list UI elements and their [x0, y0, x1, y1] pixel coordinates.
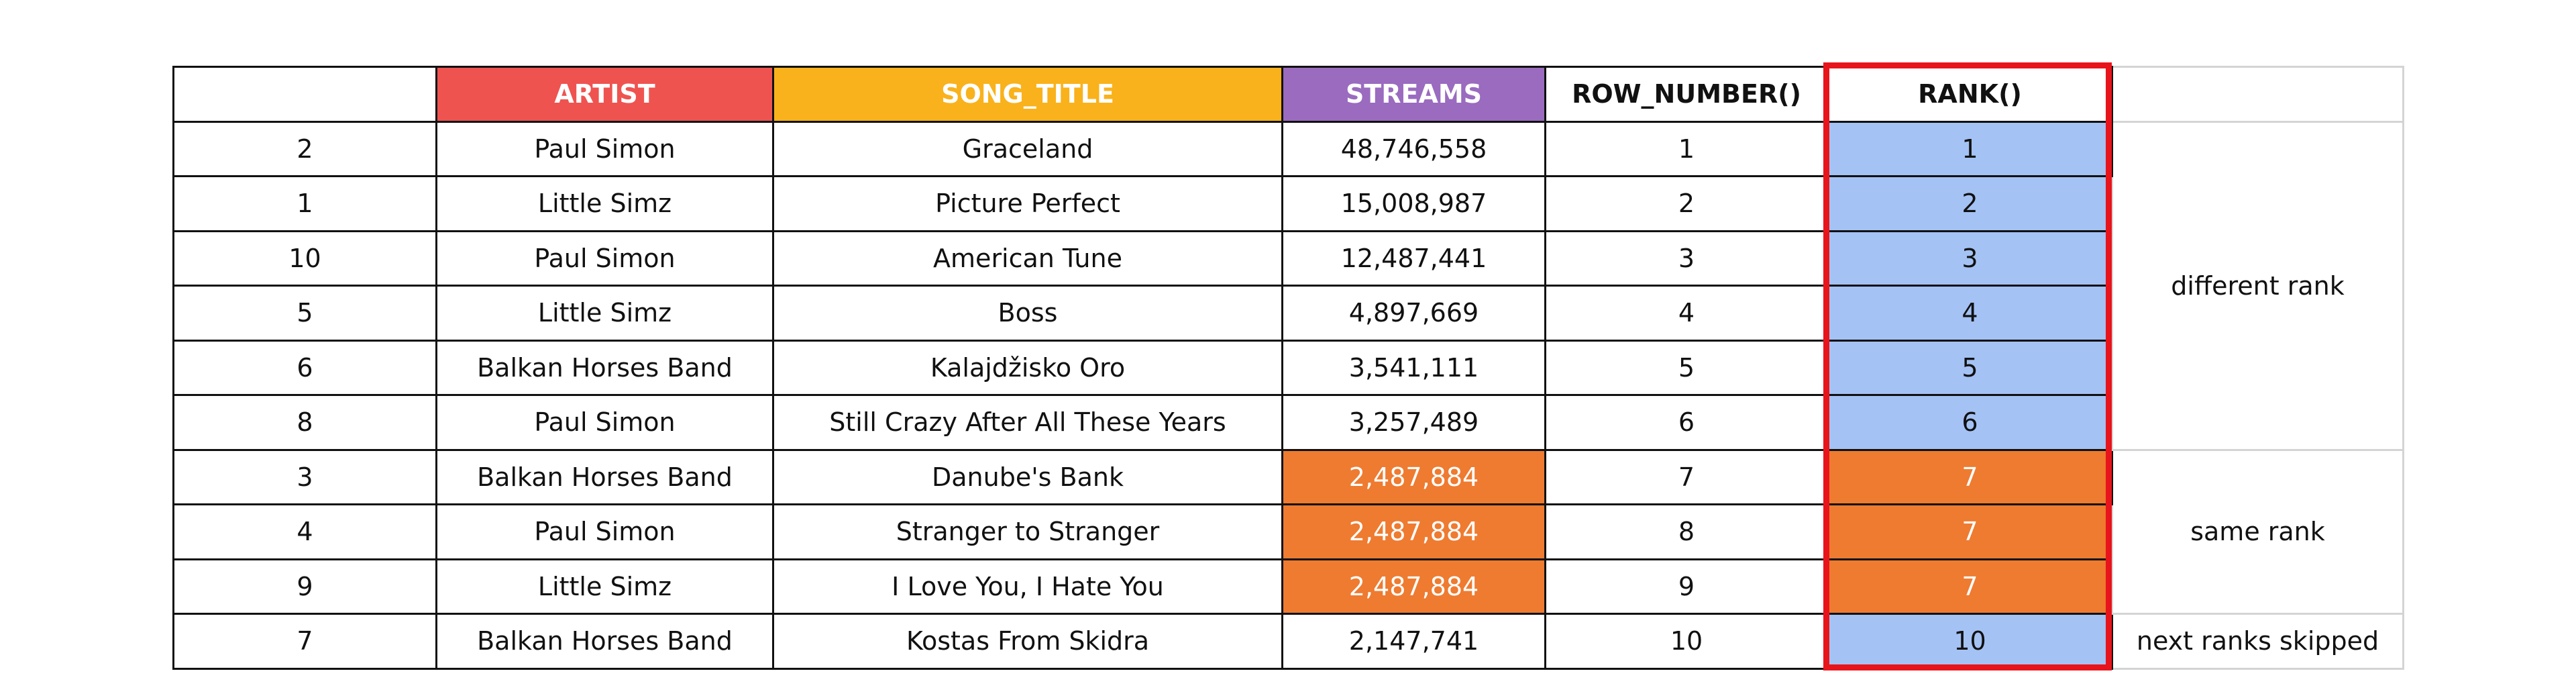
rank-table: ARTIST SONG_TITLE STREAMS ROW_NUMBER() RANK(…: [172, 66, 2404, 670]
row-id: 3: [172, 448, 437, 505]
rank: 7: [1827, 503, 2113, 560]
header-cell: RANK(): [1827, 66, 2113, 123]
data-row: 5 Little Simz Boss 4,897,669 4 4: [172, 285, 2404, 342]
row-number: 7: [1544, 448, 1829, 505]
song-title: Boss: [772, 285, 1283, 342]
header-cell: ARTIST: [435, 66, 774, 123]
song-title: Stranger to Stranger: [772, 503, 1283, 560]
streams: 2,487,884: [1281, 448, 1546, 505]
row-id: 2: [172, 120, 437, 177]
song-title: Still Crazy After All These Years: [772, 394, 1283, 451]
row-id: 6: [172, 339, 437, 396]
row-id: 5: [172, 285, 437, 342]
streams: 15,008,987: [1281, 175, 1546, 232]
streams: 4,897,669: [1281, 285, 1546, 342]
header-cell: ROW_NUMBER(): [1544, 66, 1829, 123]
song-title: American Tune: [772, 230, 1283, 287]
artist: Paul Simon: [435, 503, 774, 560]
artist: Balkan Horses Band: [435, 613, 774, 670]
streams: 2,147,741: [1281, 613, 1546, 670]
table-wrap: ARTIST SONG_TITLE STREAMS ROW_NUMBER() RANK(…: [172, 62, 2404, 670]
artist: Paul Simon: [435, 120, 774, 177]
data-row: 7 Balkan Horses Band Kostas From Skidra 2,1…: [172, 613, 2404, 670]
artist: Little Simz: [435, 285, 774, 342]
streams: 48,746,558: [1281, 120, 1546, 177]
streams: 3,541,111: [1281, 339, 1546, 396]
rank: 4: [1827, 285, 2113, 342]
row-number: 9: [1544, 558, 1829, 615]
rank: 7: [1827, 448, 2113, 505]
row-number: 3: [1544, 230, 1829, 287]
row-id: 10: [172, 230, 437, 287]
note: different rank: [2111, 120, 2404, 451]
data-row: 2 Paul Simon Graceland 48,746,558 1 1 differen…: [172, 120, 2404, 451]
header-cell: STREAMS: [1281, 66, 1546, 123]
row-number: 5: [1544, 339, 1829, 396]
row-id: 8: [172, 394, 437, 451]
row-id: 9: [172, 558, 437, 615]
header-cell: SONG_TITLE: [772, 66, 1283, 123]
artist: Paul Simon: [435, 230, 774, 287]
rank: 3: [1827, 230, 2113, 287]
row-number: 2: [1544, 175, 1829, 232]
song-title: Danube's Bank: [772, 448, 1283, 505]
row-number: 4: [1544, 285, 1829, 342]
artist: Balkan Horses Band: [435, 448, 774, 505]
song-title: Kalajdžisko Oro: [772, 339, 1283, 396]
streams: 12,487,441: [1281, 230, 1546, 287]
row-number: 6: [1544, 394, 1829, 451]
song-title: I Love You, I Hate You: [772, 558, 1283, 615]
rank: 2: [1827, 175, 2113, 232]
rank: 6: [1827, 394, 2113, 451]
data-row: 10 Paul Simon American Tune 12,487,441 3 3: [172, 230, 2404, 287]
header-cell: [172, 66, 437, 123]
data-row: 9 Little Simz I Love You, I Hate You 2,487,…: [172, 558, 2404, 615]
rank: 5: [1827, 339, 2113, 396]
row-id: 4: [172, 503, 437, 560]
data-row: 4 Paul Simon Stranger to Stranger 2,487,884…: [172, 503, 2404, 560]
row-number: 8: [1544, 503, 1829, 560]
song-title: Picture Perfect: [772, 175, 1283, 232]
song-title: Kostas From Skidra: [772, 613, 1283, 670]
data-row: 3 Balkan Horses Band Danube's Bank 2,487,88…: [172, 448, 2404, 615]
header-cell: [2111, 66, 2404, 123]
rank: 7: [1827, 558, 2113, 615]
song-title: Graceland: [772, 120, 1283, 177]
rank: 1: [1827, 120, 2113, 177]
header-row: ARTIST SONG_TITLE STREAMS ROW_NUMBER() RANK(…: [172, 66, 2404, 123]
artist: Balkan Horses Band: [435, 339, 774, 396]
row-id: 7: [172, 613, 437, 670]
streams: 2,487,884: [1281, 558, 1546, 615]
rank: 10: [1827, 613, 2113, 670]
data-row: 6 Balkan Horses Band Kalajdžisko Oro 3,541,…: [172, 339, 2404, 396]
artist: Little Simz: [435, 558, 774, 615]
artist: Paul Simon: [435, 394, 774, 451]
note: next ranks skipped: [2111, 613, 2404, 670]
streams: 3,257,489: [1281, 394, 1546, 451]
data-row: 1 Little Simz Picture Perfect 15,008,987 2 2: [172, 175, 2404, 232]
data-row: 8 Paul Simon Still Crazy After All These Y…: [172, 394, 2404, 451]
row-id: 1: [172, 175, 437, 232]
artist: Little Simz: [435, 175, 774, 232]
row-number: 1: [1544, 120, 1829, 177]
note: same rank: [2111, 448, 2404, 615]
row-number: 10: [1544, 613, 1829, 670]
streams: 2,487,884: [1281, 503, 1546, 560]
